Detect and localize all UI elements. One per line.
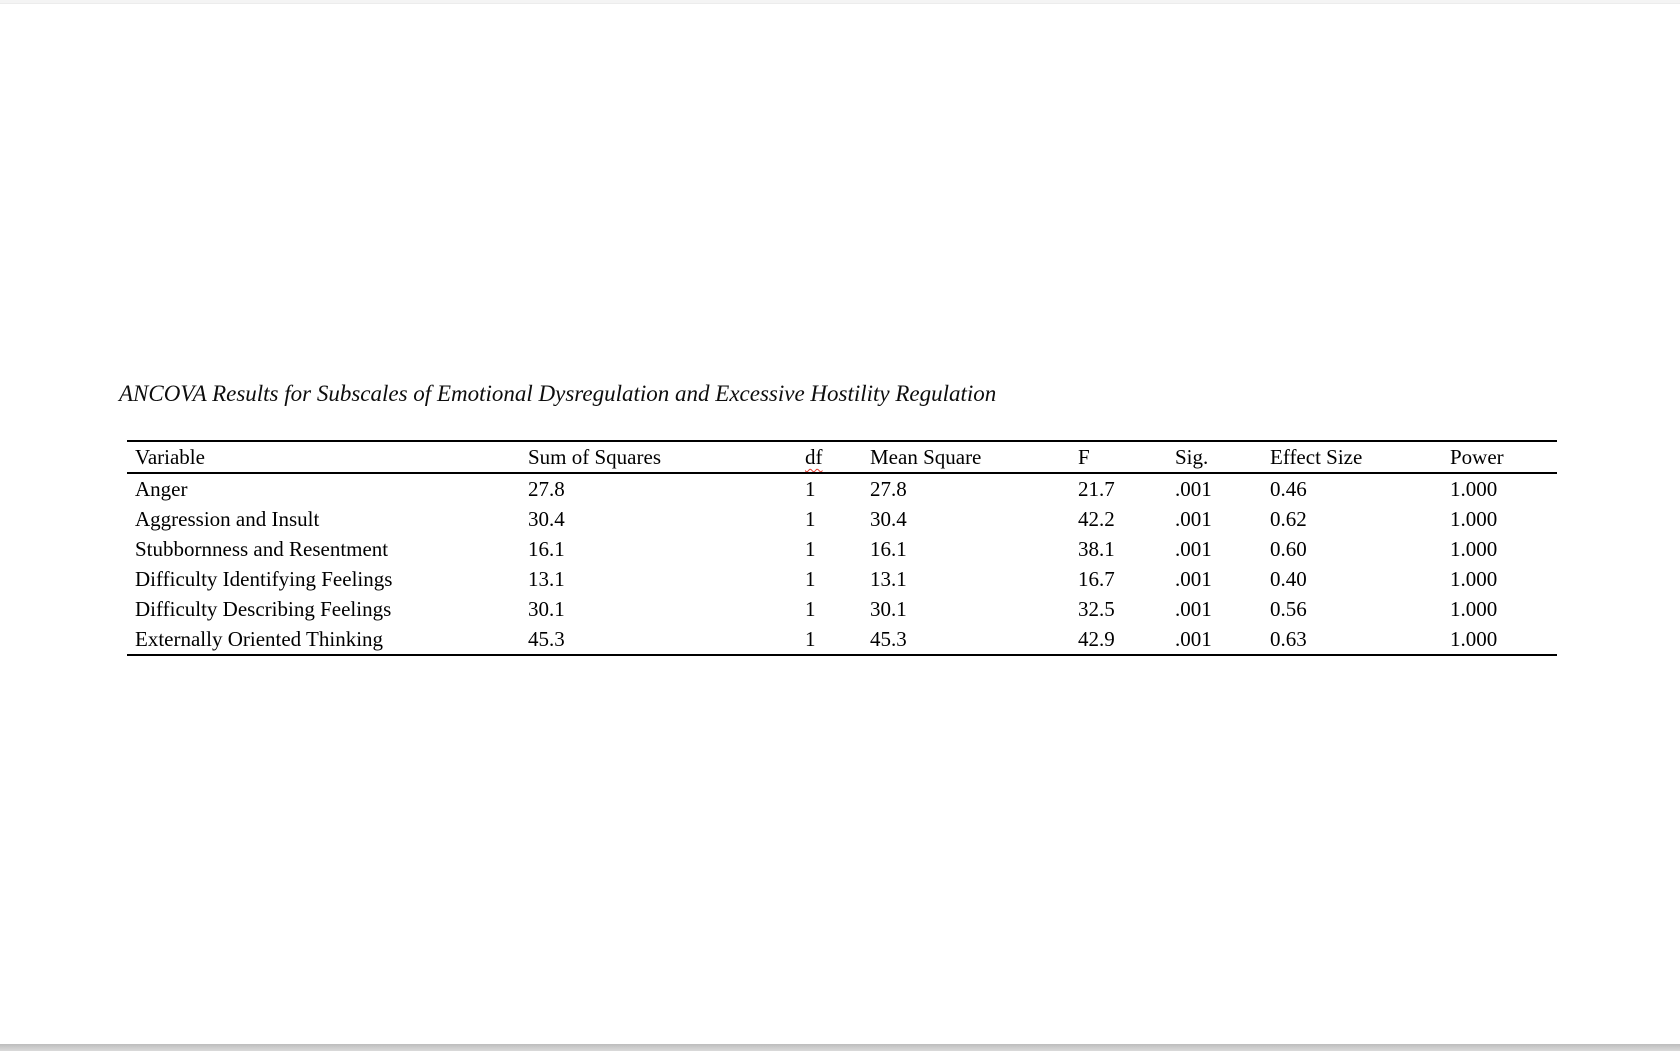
header-cell-f: F <box>1078 445 1090 469</box>
cell-sig: .001 <box>1175 477 1212 501</box>
table-row: Anger 27.8 1 27.8 21.7 .001 0.46 1.000 <box>127 473 1557 504</box>
table-row: Aggression and Insult 30.4 1 30.4 42.2 .… <box>127 504 1557 534</box>
header-cell-effect-size: Effect Size <box>1270 445 1363 469</box>
cell-variable: Stubbornness and Resentment <box>135 537 389 561</box>
table-row: Stubbornness and Resentment 16.1 1 16.1 … <box>127 534 1557 564</box>
cell-power: 1.000 <box>1450 507 1498 531</box>
header-cell-power: Power <box>1450 445 1504 469</box>
cell-variable: Difficulty Identifying Feelings <box>135 567 393 591</box>
cell-mean-square: 13.1 <box>870 567 907 591</box>
header-cell-sig: Sig. <box>1175 445 1209 469</box>
table-header-row: Variable Sum of Squares df Mean Square F… <box>127 441 1557 473</box>
cell-sum-of-squares: 45.3 <box>528 627 565 651</box>
cell-effect-size: 0.63 <box>1270 627 1307 651</box>
header-cell-variable: Variable <box>135 445 205 469</box>
table-row: Difficulty Describing Feelings 30.1 1 30… <box>127 594 1557 624</box>
cell-effect-size: 0.46 <box>1270 477 1307 501</box>
cell-sig: .001 <box>1175 627 1212 651</box>
cell-sum-of-squares: 16.1 <box>528 537 565 561</box>
cell-df: 1 <box>805 567 816 591</box>
cell-mean-square: 45.3 <box>870 627 907 651</box>
cell-f: 42.9 <box>1078 627 1115 651</box>
header-cell-df: df <box>797 441 862 473</box>
cell-f: 42.2 <box>1078 507 1115 531</box>
cell-variable: Externally Oriented Thinking <box>135 627 384 651</box>
cell-df: 1 <box>805 507 816 531</box>
cell-sig: .001 <box>1175 567 1212 591</box>
cell-f: 38.1 <box>1078 537 1115 561</box>
cell-df: 1 <box>805 477 816 501</box>
cell-effect-size: 0.60 <box>1270 537 1307 561</box>
header-cell-mean-square: Mean Square <box>870 445 982 469</box>
cell-df: 1 <box>805 627 816 651</box>
cell-f: 21.7 <box>1078 477 1115 501</box>
cell-variable: Difficulty Describing Feelings <box>135 597 392 621</box>
table-row: Externally Oriented Thinking 45.3 1 45.3… <box>127 624 1557 655</box>
cell-variable: Aggression and Insult <box>135 507 320 531</box>
page-bottom-edge <box>0 1044 1680 1051</box>
cell-effect-size: 0.56 <box>1270 597 1307 621</box>
cell-f: 16.7 <box>1078 567 1115 591</box>
cell-sig: .001 <box>1175 507 1212 531</box>
cell-sum-of-squares: 30.1 <box>528 597 565 621</box>
page-top-edge <box>0 0 1680 4</box>
cell-power: 1.000 <box>1450 537 1498 561</box>
cell-power: 1.000 <box>1450 567 1498 591</box>
cell-sig: .001 <box>1175 597 1212 621</box>
cell-effect-size: 0.40 <box>1270 567 1307 591</box>
cell-mean-square: 30.1 <box>870 597 907 621</box>
cell-df: 1 <box>805 537 816 561</box>
table-title: ANCOVA Results for Subscales of Emotiona… <box>119 381 997 406</box>
table-row: Difficulty Identifying Feelings 13.1 1 1… <box>127 564 1557 594</box>
cell-mean-square: 27.8 <box>870 477 907 501</box>
cell-mean-square: 30.4 <box>870 507 907 531</box>
cell-effect-size: 0.62 <box>1270 507 1307 531</box>
header-cell-sum-of-squares: Sum of Squares <box>528 445 661 469</box>
cell-power: 1.000 <box>1450 477 1498 501</box>
cell-sum-of-squares: 13.1 <box>528 567 565 591</box>
cell-power: 1.000 <box>1450 597 1498 621</box>
cell-sum-of-squares: 27.8 <box>528 477 565 501</box>
ancova-results-table: Variable Sum of Squares df Mean Square F… <box>127 440 1557 656</box>
cell-power: 1.000 <box>1450 627 1498 651</box>
cell-sum-of-squares: 30.4 <box>528 507 565 531</box>
cell-mean-square: 16.1 <box>870 537 907 561</box>
cell-sig: .001 <box>1175 537 1212 561</box>
cell-variable: Anger <box>135 477 188 501</box>
cell-f: 32.5 <box>1078 597 1115 621</box>
cell-df: 1 <box>805 597 816 621</box>
spellcheck-flagged-word: df <box>805 445 823 469</box>
